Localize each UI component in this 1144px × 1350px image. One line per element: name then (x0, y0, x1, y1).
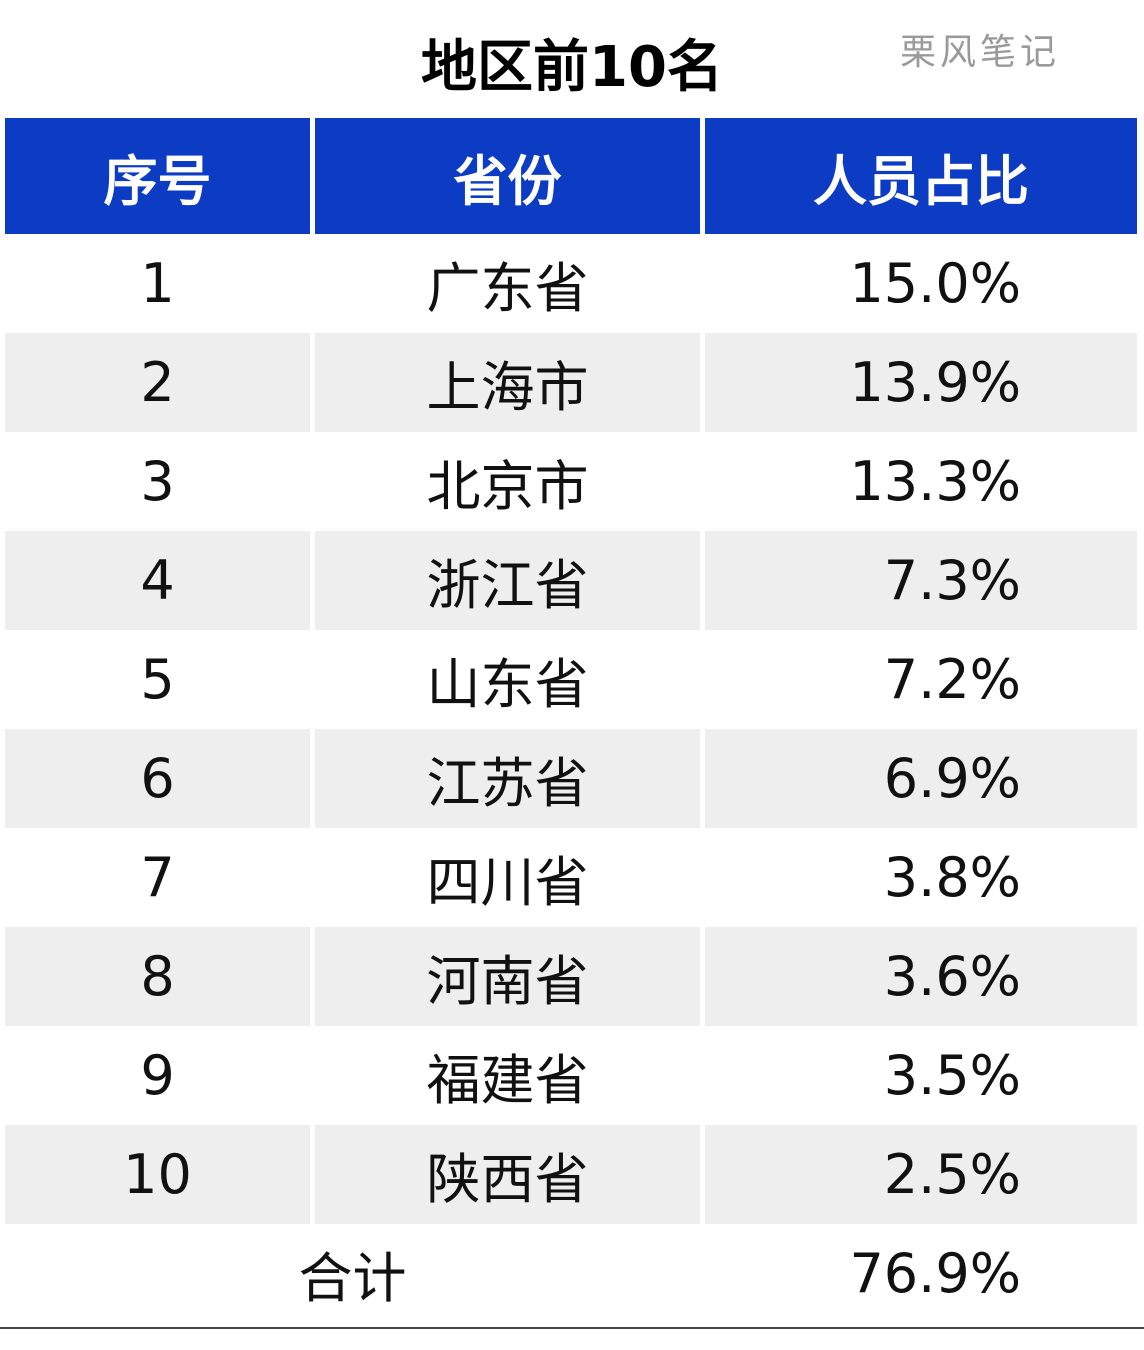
share-value: 13.9% (849, 351, 1021, 414)
table-row: 10 陕西省 2.5% (0, 1125, 1144, 1224)
share-cell: 6.9% (705, 729, 1137, 828)
province-cell: 浙江省 (315, 531, 700, 630)
share-cell: 7.3% (705, 531, 1137, 630)
table-bottom-border (0, 1327, 1144, 1329)
table-row: 8 河南省 3.6% (0, 927, 1144, 1026)
rank-cell: 3 (140, 450, 175, 513)
province-cell: 北京市 (426, 455, 589, 518)
share-value: 6.9% (883, 747, 1021, 810)
province-cell: 四川省 (426, 851, 589, 914)
rank-cell: 10 (5, 1125, 310, 1224)
rank-cell: 4 (5, 531, 310, 630)
table-row: 9 福建省 3.5% (0, 1026, 1144, 1125)
share-cell: 13.9% (705, 333, 1137, 432)
province-cell: 上海市 (315, 333, 700, 432)
table-title: 地区前10名 (421, 35, 723, 100)
share-cell: 3.6% (705, 927, 1137, 1026)
province-cell: 江苏省 (315, 729, 700, 828)
total-row: 合计 76.9% (0, 1224, 1144, 1323)
share-value: 2.5% (883, 1143, 1021, 1206)
total-share-value: 76.9% (849, 1242, 1021, 1305)
table-row: 2 上海市 13.9% (0, 333, 1144, 432)
share-cell: 15.0% (705, 234, 1137, 333)
share-value: 13.3% (849, 450, 1021, 513)
header-province: 省份 (315, 118, 700, 234)
table-row: 5 山东省 7.2% (0, 630, 1144, 729)
share-cell: 3.5% (705, 1026, 1137, 1125)
table-row: 6 江苏省 6.9% (0, 729, 1144, 828)
rank-cell: 5 (140, 648, 175, 711)
share-value: 15.0% (849, 252, 1021, 315)
share-cell: 3.8% (705, 828, 1137, 927)
share-cell: 2.5% (705, 1125, 1137, 1224)
share-value: 3.8% (883, 846, 1021, 909)
table-row: 7 四川省 3.8% (0, 828, 1144, 927)
header-share: 人员占比 (705, 118, 1137, 234)
watermark-text: 栗风笔记 (900, 32, 1061, 73)
table-row: 1 广东省 15.0% (0, 234, 1144, 333)
rank-cell: 9 (140, 1044, 175, 1107)
province-cell: 陕西省 (315, 1125, 700, 1224)
share-value: 3.5% (883, 1044, 1021, 1107)
province-cell: 福建省 (426, 1049, 589, 1112)
province-cell: 河南省 (315, 927, 700, 1026)
ranking-table: 序号 省份 人员占比 1 广东省 15.0% 2 上海市 13.9% 3 北京市… (0, 118, 1144, 1323)
rank-cell: 6 (5, 729, 310, 828)
province-cell: 广东省 (426, 257, 589, 320)
share-value: 7.2% (883, 648, 1021, 711)
table-row: 3 北京市 13.3% (0, 432, 1144, 531)
total-label: 合计 (298, 1247, 407, 1310)
share-cell: 7.2% (705, 630, 1137, 729)
rank-cell: 1 (140, 252, 175, 315)
total-share-cell: 76.9% (705, 1224, 1137, 1323)
rank-cell: 7 (140, 846, 175, 909)
province-cell: 山东省 (426, 653, 589, 716)
table-header-row: 序号 省份 人员占比 (0, 118, 1144, 234)
header-rank: 序号 (5, 118, 310, 234)
share-cell: 13.3% (705, 432, 1137, 531)
share-value: 3.6% (883, 945, 1021, 1008)
table-row: 4 浙江省 7.3% (0, 531, 1144, 630)
rank-cell: 8 (5, 927, 310, 1026)
rank-cell: 2 (5, 333, 310, 432)
share-value: 7.3% (883, 549, 1021, 612)
